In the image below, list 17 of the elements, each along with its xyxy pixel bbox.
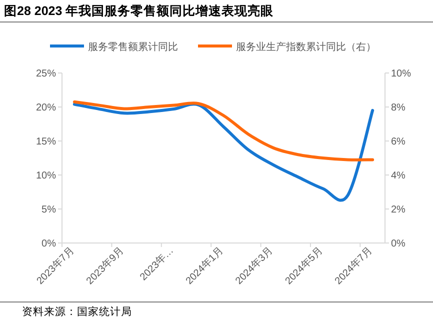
y-tick-label: 0% (42, 238, 56, 250)
legend-label: 服务零售额累计同比 (88, 41, 178, 53)
line-series (72, 100, 374, 162)
y2-tick-label: 0% (391, 238, 406, 250)
y-tick-label: 15% (36, 136, 56, 148)
y-tick-label: 10% (36, 170, 56, 182)
y-tick-label: 5% (42, 204, 56, 216)
y2-tick-label: 6% (391, 136, 406, 148)
y2-tick-label: 4% (391, 170, 406, 182)
text: 资料来源：国家统计局 (22, 305, 132, 318)
legend-label: 服务业生产指数累计同比（右） (236, 41, 376, 53)
chart-title: 图28 2023 年我国服务零售额同比增速表现亮眼 (4, 3, 275, 18)
y-tick-label: 25% (36, 68, 56, 80)
y-tick-label: 20% (36, 102, 56, 114)
y2-tick-label: 10% (391, 68, 412, 80)
y2-tick-label: 8% (391, 102, 406, 114)
y2-tick-label: 2% (391, 204, 406, 216)
